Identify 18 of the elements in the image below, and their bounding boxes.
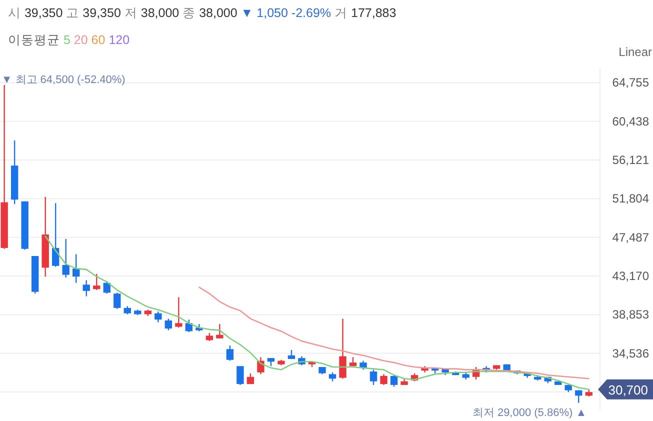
legend-label: 120 (105, 33, 130, 47)
y-tick-label: 43,170 (612, 268, 650, 283)
y-tick-label: 47,487 (612, 230, 650, 244)
text: 20 (70, 33, 88, 47)
legend-title: 이동평균 (8, 33, 60, 47)
y-tick-label: 38,853 (612, 308, 650, 322)
y-tick-label: 64,755 (612, 76, 650, 90)
text: Linear (618, 45, 652, 59)
text: 시 39,350 고 39,350 저 38,000 종 38,000 ▼ 1,050 -2.69% 거 177,883 (8, 6, 396, 20)
y-tick-label: 56,121 (612, 153, 650, 168)
annotation: ▼ 최고 64,500 (-52.40%) (1, 74, 126, 86)
legend-label: 60 (88, 33, 106, 47)
price-badge: 30,700 (598, 379, 653, 400)
annotation: 최저 29,000 (5.86%) ▲ (472, 406, 587, 419)
text: 5 (60, 33, 70, 47)
y-tick-label: 51,804 (612, 192, 650, 206)
y-tick-label: 34,536 (612, 346, 650, 360)
y-tick-label: 60,438 (612, 114, 650, 128)
